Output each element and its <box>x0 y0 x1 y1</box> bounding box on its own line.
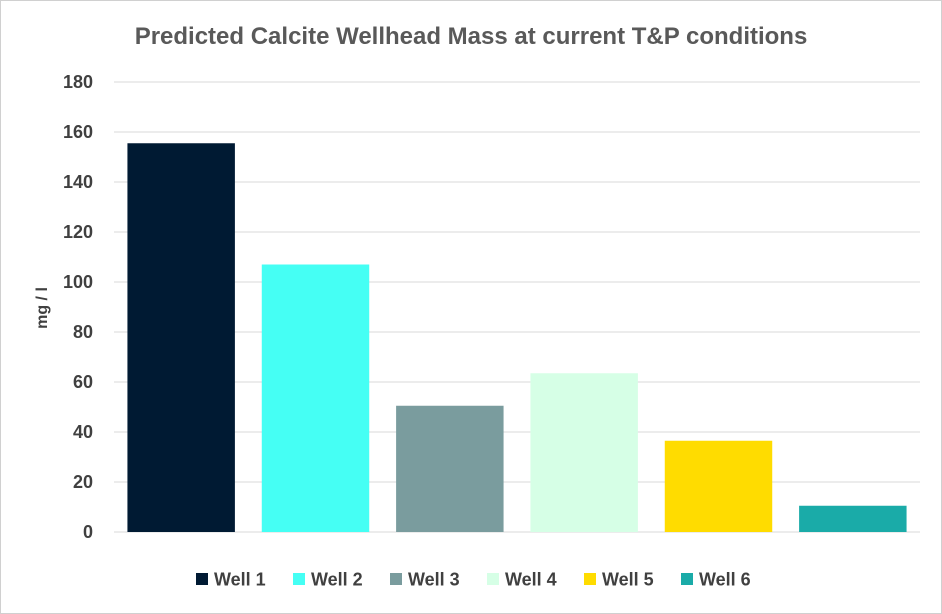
legend-item-well-3: Well 3 <box>390 570 460 590</box>
bars <box>127 143 907 532</box>
bar-well-2 <box>261 264 370 532</box>
legend-item-well-1: Well 1 <box>196 570 266 590</box>
y-axis-ticks: 0 20 40 60 80 100 120 140 160 180 <box>63 72 93 542</box>
legend-swatch <box>390 573 402 585</box>
legend-label: Well 1 <box>214 570 266 590</box>
legend-swatch <box>196 573 208 585</box>
legend-item-well-2: Well 2 <box>293 570 363 590</box>
bar-well-4 <box>530 373 638 532</box>
y-tick-label: 180 <box>63 72 93 92</box>
legend-swatch <box>681 573 693 585</box>
legend-swatch <box>584 573 596 585</box>
y-axis-label: mg / l <box>34 287 51 329</box>
legend-label: Well 5 <box>602 570 654 590</box>
bar-well-6 <box>799 505 907 532</box>
y-tick-label: 160 <box>63 122 93 142</box>
legend: Well 1 Well 2 Well 3 Well 4 Well 5 Well 6 <box>196 570 751 590</box>
bar-well-5 <box>664 440 773 532</box>
bar-well-3 <box>396 405 504 532</box>
bar-well-1 <box>127 143 235 532</box>
legend-label: Well 3 <box>408 570 460 590</box>
legend-label: Well 4 <box>505 570 557 590</box>
legend-label: Well 6 <box>699 570 751 590</box>
legend-label: Well 2 <box>311 570 363 590</box>
legend-swatch <box>293 573 305 585</box>
y-tick-label: 80 <box>73 322 93 342</box>
legend-swatch <box>487 573 499 585</box>
y-tick-label: 140 <box>63 172 93 192</box>
gridlines <box>114 81 920 533</box>
y-tick-label: 60 <box>73 372 93 392</box>
legend-item-well-5: Well 5 <box>584 570 654 590</box>
legend-item-well-6: Well 6 <box>681 570 751 590</box>
y-tick-label: 20 <box>73 472 93 492</box>
y-tick-label: 100 <box>63 272 93 292</box>
chart-title: Predicted Calcite Wellhead Mass at curre… <box>135 23 808 50</box>
y-tick-label: 0 <box>83 522 93 542</box>
y-tick-label: 40 <box>73 422 93 442</box>
legend-item-well-4: Well 4 <box>487 570 557 590</box>
y-tick-label: 120 <box>63 222 93 242</box>
